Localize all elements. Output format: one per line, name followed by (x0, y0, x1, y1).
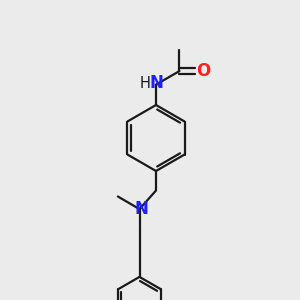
Text: O: O (196, 62, 211, 80)
Text: N: N (134, 200, 148, 218)
Text: N: N (149, 74, 163, 92)
Text: H: H (140, 76, 151, 91)
